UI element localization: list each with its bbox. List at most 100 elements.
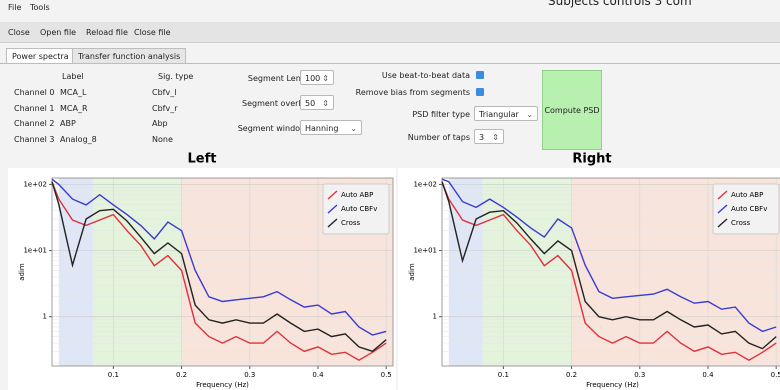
checkbox[interactable]	[476, 71, 484, 79]
field-label: Number of taps	[407, 133, 470, 142]
table-cell: Channel 2	[14, 119, 55, 128]
toolbar-button[interactable]: Reload file	[86, 28, 128, 37]
dropdown[interactable]: Hanning ⌄	[300, 120, 362, 135]
y-axis-label: adim	[408, 263, 416, 281]
field-value: Triangular	[479, 110, 519, 119]
table-cell: None	[152, 134, 173, 144]
tab-pane-border	[0, 63, 780, 64]
toolbar-button[interactable]: Close file	[134, 28, 171, 37]
series-line	[441, 181, 777, 362]
table-cell: Cbfv_r	[152, 103, 178, 113]
field-value: 100	[305, 74, 321, 83]
y-tick-label: 1e+02	[23, 180, 47, 188]
field-value: 3	[479, 133, 485, 142]
chart: Right 0.1 0.2 0.3 0.4 0.5 1e+02 1e+01 1 Frequency…	[398, 152, 780, 390]
table-cell: MCA_L	[60, 88, 87, 97]
table-cell: Analog_8	[60, 134, 97, 144]
x-tick-label: 0.2	[176, 371, 187, 379]
legend-box	[322, 183, 390, 235]
chart-title: Right	[572, 152, 611, 167]
table-header: Sig. type	[158, 72, 194, 81]
table-cell: ABP	[60, 119, 76, 128]
legend-swatch	[327, 190, 338, 200]
plot-frame	[51, 177, 394, 367]
y-tick-label: 1	[433, 313, 437, 321]
y-tick-label: 1	[43, 313, 47, 321]
table-cell: Cbfv_l	[152, 88, 177, 97]
legend-swatch	[327, 204, 338, 214]
legend-label: Auto ABP	[341, 191, 373, 199]
chart: Left 0.1 0.2 0.3 0.4 0.5 1e+02 1e+01 1 Frequency …	[8, 152, 396, 390]
menu-file[interactable]: File	[8, 3, 22, 12]
legend-label: Cross	[341, 219, 361, 227]
x-axis-label: Frequency (Hz)	[196, 381, 249, 389]
table-cell: Channel 0	[14, 88, 55, 97]
table-cell: MCA_R	[60, 103, 88, 113]
x-tick-label: 0.1	[108, 371, 119, 379]
dropdown[interactable]: Triangular ⌄	[474, 106, 538, 121]
chart-title: Left	[188, 152, 217, 167]
field-value: Hanning	[305, 124, 339, 133]
series-line	[441, 181, 777, 350]
frequency-band	[58, 178, 93, 366]
x-tick-label: 0.3	[634, 371, 645, 379]
series-line	[51, 178, 387, 336]
spin-arrows: ⇕	[492, 133, 499, 142]
compute-psd-button[interactable]: Compute PSD	[542, 70, 602, 150]
field-label: Segment window type	[237, 124, 327, 133]
toolbar: Close Open file Reload file Close file	[0, 22, 780, 43]
spin-box[interactable]: 100 ⇕	[300, 70, 334, 85]
spin-box[interactable]: 50 ⇕	[300, 95, 334, 110]
spin-arrows: ⇕	[322, 74, 329, 83]
spin-box[interactable]: 3 ⇕	[474, 129, 504, 144]
x-tick-label: 0.1	[498, 371, 509, 379]
dropdown-arrow: ⌄	[350, 124, 357, 133]
checkbox[interactable]	[476, 88, 484, 96]
y-tick-label: 1e+02	[413, 180, 437, 188]
legend-label: Auto CBFv	[341, 205, 377, 213]
window-title: Subjects controls 3 com	[548, 0, 692, 8]
x-tick-label: 0.5	[771, 371, 780, 379]
x-tick-label: 0.4	[702, 371, 714, 379]
legend-swatch	[327, 218, 338, 228]
legend-swatch	[717, 190, 728, 200]
field-label: Use beat-to-beat data	[381, 71, 470, 80]
tab[interactable]: Power spectra	[6, 48, 75, 64]
button-label: Compute PSD	[544, 105, 600, 115]
field-value: 50	[305, 99, 316, 108]
series-line	[51, 181, 387, 353]
legend-swatch	[717, 218, 728, 228]
field-label: Segment overlap (%)	[242, 99, 327, 108]
legend-label: Auto ABP	[731, 191, 763, 199]
y-tick-label: 1e+01	[413, 247, 437, 255]
field-label: Remove bias from segments	[355, 88, 470, 97]
series-line	[51, 181, 387, 362]
series-line	[441, 178, 777, 333]
plot-frame	[441, 177, 780, 367]
table-cell: Channel 1	[14, 103, 55, 113]
table-cell: Channel 3	[14, 134, 55, 144]
menu-tools[interactable]: Tools	[30, 3, 50, 12]
toolbar-button[interactable]: Close	[8, 28, 30, 37]
tab[interactable]: Transfer function analysis	[72, 48, 187, 64]
x-axis-label: Frequency (Hz)	[586, 381, 639, 389]
legend-label: Cross	[731, 219, 751, 227]
field-label: PSD filter type	[412, 110, 470, 119]
x-tick-label: 0.2	[566, 371, 577, 379]
y-axis-label: adim	[18, 263, 26, 281]
table-header: Label	[62, 72, 84, 81]
frequency-band	[448, 178, 483, 366]
dropdown-arrow: ⌄	[526, 110, 533, 119]
x-tick-label: 0.4	[312, 371, 324, 379]
y-tick-label: 1e+01	[23, 247, 47, 255]
field-label: Segment Length (s)	[247, 74, 327, 83]
legend-box	[712, 183, 780, 235]
toolbar-button[interactable]: Open file	[40, 28, 77, 37]
legend-label: Auto CBFv	[731, 205, 767, 213]
x-tick-label: 0.3	[244, 371, 255, 379]
legend-swatch	[717, 204, 728, 214]
frequency-band	[482, 178, 572, 366]
frequency-band	[92, 178, 182, 366]
spin-arrows: ⇕	[322, 99, 329, 108]
